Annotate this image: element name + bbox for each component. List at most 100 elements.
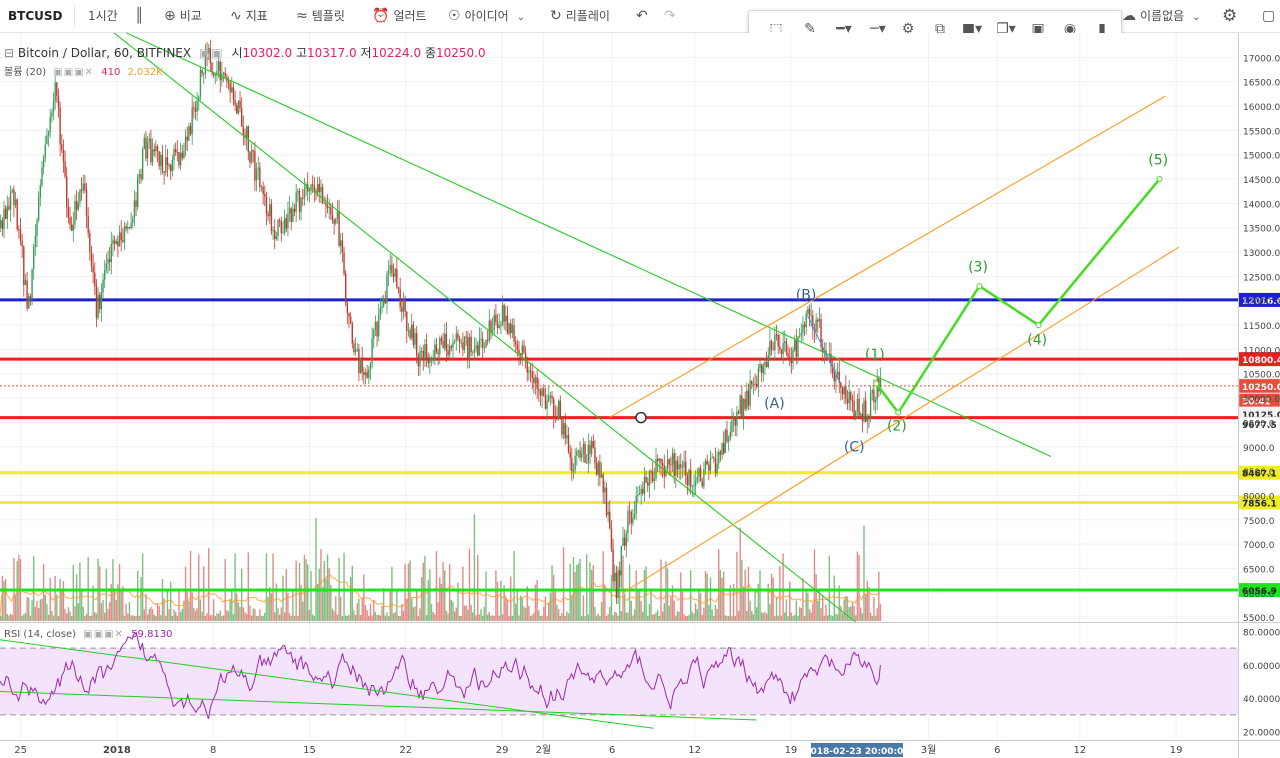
x-tick-label: 12 <box>1073 745 1086 756</box>
volume-bar <box>604 584 606 621</box>
candle-body <box>628 511 631 513</box>
volume-bar <box>642 611 644 621</box>
y-tick-label: 16500.0 <box>1243 79 1280 89</box>
volume-bar <box>465 605 467 621</box>
volume-bar <box>630 600 632 621</box>
candle-body <box>557 400 560 419</box>
candle-body <box>229 82 231 93</box>
candle-body <box>533 377 535 384</box>
volume-bar <box>80 590 83 621</box>
candle-body <box>637 494 639 497</box>
templates-button[interactable]: ≈ 템플릿 <box>296 0 345 32</box>
volume-bar <box>716 608 718 621</box>
candle-body <box>599 461 601 478</box>
candle-body <box>496 322 499 328</box>
candle-body <box>590 441 593 454</box>
legend-buttons[interactable]: ▣▣ <box>198 46 224 60</box>
interval-button[interactable]: 1시간 <box>88 9 118 23</box>
volume-bar <box>440 584 443 621</box>
candle-body <box>1 220 4 230</box>
candle-body <box>775 334 778 336</box>
volume-legend-buttons[interactable]: ▣▣▣✕ <box>53 67 95 78</box>
wave-label: (A) <box>764 396 785 412</box>
volume-bar <box>267 596 269 621</box>
x-tick-label: 22 <box>399 745 412 756</box>
ideas-button[interactable]: ☉ 아이디어 ⌄ <box>448 0 529 32</box>
y-tick-label: 7000.0 <box>1243 541 1275 551</box>
candle-body <box>642 488 644 494</box>
candle-body <box>619 570 621 576</box>
volume-bar <box>386 612 388 621</box>
alert-plus-icon[interactable]: ⧉ <box>935 21 945 37</box>
candle-body <box>158 151 160 167</box>
candle-body <box>579 450 581 458</box>
candle-body <box>612 549 614 582</box>
candle-body <box>675 460 677 477</box>
volume-bar <box>828 555 831 621</box>
candle-style-button[interactable]: ║ <box>135 0 147 32</box>
candle-body <box>148 138 150 142</box>
candle-body <box>718 451 720 464</box>
candle-body <box>427 357 429 364</box>
volume-bar <box>756 607 758 621</box>
volume-bar <box>135 615 137 621</box>
volume-bar <box>102 599 104 621</box>
volume-bar <box>713 615 715 621</box>
volume-bar <box>28 597 30 621</box>
compare-button[interactable]: ⊕ 비교 <box>164 0 202 32</box>
volume-bar <box>513 551 515 621</box>
rsi-legend-buttons[interactable]: ▣▣▣✕ <box>83 629 124 640</box>
candle-body <box>548 395 550 402</box>
fullscreen-icon: ▢ <box>1262 8 1276 24</box>
candle-body <box>115 241 117 244</box>
candle-body <box>585 462 588 464</box>
redo-button[interactable]: ↷ <box>664 0 680 32</box>
candle-body <box>493 314 495 330</box>
volume-bar <box>255 615 258 621</box>
volume-bar <box>589 562 591 621</box>
templates-label: 템플릿 <box>311 9 345 23</box>
candle-body <box>668 459 670 465</box>
volume-bar <box>789 581 791 621</box>
candle-body <box>287 213 289 229</box>
candle-body <box>779 346 781 350</box>
alert-button[interactable]: ⏰ 얼러트 <box>372 0 427 32</box>
volume-bar <box>541 615 543 621</box>
trash-icon[interactable]: ▮ <box>1098 21 1106 37</box>
candle-body <box>62 149 65 162</box>
fullscreen-button[interactable]: ▢ <box>1262 0 1279 32</box>
volume-bar <box>280 607 283 621</box>
candle-body <box>645 476 647 483</box>
candle-body <box>686 475 689 486</box>
undo-button[interactable]: ↶ <box>636 0 652 32</box>
volume-bar <box>817 600 819 621</box>
candle-body <box>478 339 481 356</box>
candle-body <box>72 224 75 231</box>
volume-bar <box>600 602 603 621</box>
indicators-button[interactable]: ∿ 지표 <box>230 0 268 32</box>
settings-button[interactable]: ⚙ <box>1222 0 1241 32</box>
volume-bar <box>592 565 594 621</box>
candle-body <box>224 72 226 78</box>
layout-button[interactable]: ☁ 이름없음 ⌄ <box>1122 0 1205 32</box>
candle-body <box>245 126 248 138</box>
candle-body <box>703 469 705 487</box>
candle-body <box>70 224 73 231</box>
volume-bar <box>275 583 278 621</box>
candle-body <box>249 152 251 163</box>
volume-bar <box>359 615 362 621</box>
volume-bar <box>559 615 561 621</box>
collapse-icon[interactable]: ⊟ <box>4 46 15 60</box>
replay-button[interactable]: ↻ 리플레이 <box>550 0 610 32</box>
candle-body <box>110 243 112 263</box>
x-tick-label: 19 <box>785 745 798 756</box>
candle-body <box>569 451 571 459</box>
volume-bar <box>4 578 7 621</box>
volume-bar <box>473 514 476 621</box>
volume-bar <box>797 615 799 621</box>
candle-body <box>756 383 758 387</box>
symbol-button[interactable]: BTCUSD <box>8 9 63 23</box>
volume-value: 410 <box>101 67 121 78</box>
candle-body <box>691 485 694 487</box>
